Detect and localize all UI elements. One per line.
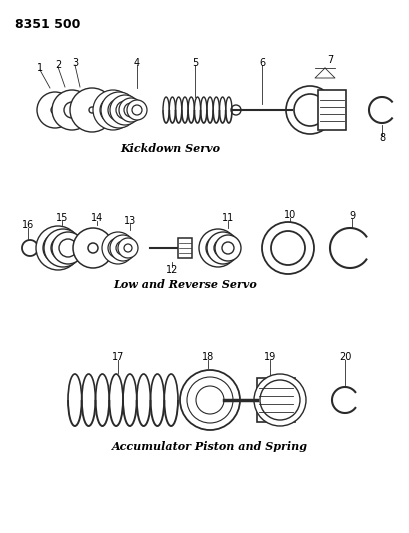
Circle shape bbox=[221, 242, 234, 254]
Text: 8351 500: 8351 500 bbox=[15, 18, 80, 31]
Circle shape bbox=[108, 99, 130, 121]
Text: 4: 4 bbox=[134, 58, 140, 68]
Circle shape bbox=[37, 92, 73, 128]
Text: 18: 18 bbox=[201, 352, 213, 362]
Circle shape bbox=[118, 238, 138, 258]
Circle shape bbox=[110, 235, 136, 261]
Text: 1: 1 bbox=[37, 63, 43, 73]
Text: 5: 5 bbox=[191, 58, 198, 68]
Circle shape bbox=[52, 90, 92, 130]
Circle shape bbox=[93, 90, 133, 130]
Text: 20: 20 bbox=[338, 352, 351, 362]
Circle shape bbox=[213, 239, 231, 257]
Circle shape bbox=[73, 228, 113, 268]
Circle shape bbox=[127, 100, 147, 120]
Text: 3: 3 bbox=[72, 58, 78, 68]
Text: Accumulator Piston and Spring: Accumulator Piston and Spring bbox=[112, 441, 307, 453]
Text: 2: 2 bbox=[55, 60, 61, 70]
Text: 13: 13 bbox=[124, 216, 136, 226]
Text: 11: 11 bbox=[221, 213, 234, 223]
Circle shape bbox=[64, 102, 80, 118]
Circle shape bbox=[116, 101, 134, 119]
Text: 14: 14 bbox=[91, 213, 103, 223]
Circle shape bbox=[205, 236, 229, 260]
Circle shape bbox=[51, 236, 75, 260]
Circle shape bbox=[119, 98, 143, 122]
Bar bbox=[178, 238, 191, 258]
Circle shape bbox=[270, 231, 304, 265]
Circle shape bbox=[124, 244, 132, 252]
Circle shape bbox=[89, 107, 95, 113]
Circle shape bbox=[285, 86, 333, 134]
Circle shape bbox=[44, 229, 82, 267]
Circle shape bbox=[43, 233, 73, 263]
Text: 15: 15 bbox=[56, 213, 68, 223]
Circle shape bbox=[88, 243, 98, 253]
Text: 6: 6 bbox=[258, 58, 264, 68]
Text: 10: 10 bbox=[283, 210, 295, 220]
Circle shape bbox=[124, 103, 138, 117]
Text: 7: 7 bbox=[326, 55, 332, 65]
Circle shape bbox=[132, 105, 142, 115]
Circle shape bbox=[51, 106, 59, 114]
Circle shape bbox=[214, 235, 240, 261]
Text: 8: 8 bbox=[378, 133, 384, 143]
Circle shape bbox=[207, 232, 238, 264]
Circle shape bbox=[52, 232, 84, 264]
Text: 17: 17 bbox=[112, 352, 124, 362]
Circle shape bbox=[36, 226, 80, 270]
Circle shape bbox=[108, 238, 128, 258]
Circle shape bbox=[259, 380, 299, 420]
Circle shape bbox=[198, 229, 236, 267]
Circle shape bbox=[70, 88, 114, 132]
Text: 9: 9 bbox=[348, 211, 354, 221]
Circle shape bbox=[261, 222, 313, 274]
Bar bbox=[317, 90, 345, 130]
Circle shape bbox=[110, 95, 139, 125]
Circle shape bbox=[100, 97, 126, 123]
Circle shape bbox=[293, 94, 325, 126]
Circle shape bbox=[180, 370, 239, 430]
Circle shape bbox=[254, 374, 305, 426]
Circle shape bbox=[116, 241, 130, 255]
Circle shape bbox=[187, 377, 232, 423]
Text: Low and Reverse Servo: Low and Reverse Servo bbox=[113, 279, 256, 290]
Circle shape bbox=[59, 239, 77, 257]
Circle shape bbox=[101, 92, 137, 128]
Circle shape bbox=[102, 232, 134, 264]
Circle shape bbox=[196, 386, 223, 414]
Text: 19: 19 bbox=[263, 352, 275, 362]
Text: Kickdown Servo: Kickdown Servo bbox=[120, 142, 220, 154]
Text: 16: 16 bbox=[22, 220, 34, 230]
Text: 12: 12 bbox=[165, 265, 178, 275]
Bar bbox=[256, 378, 294, 422]
